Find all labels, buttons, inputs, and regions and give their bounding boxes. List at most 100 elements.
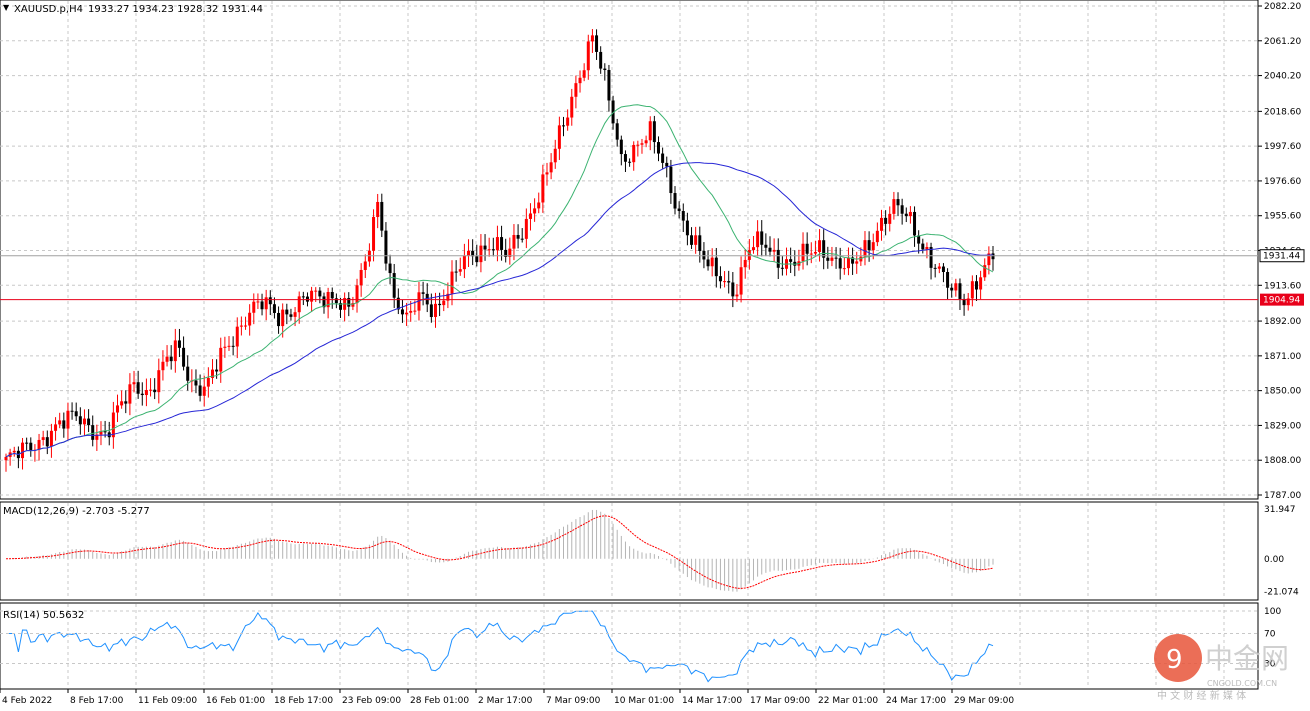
macd-signal-line — [5, 515, 994, 589]
current-price-box: 1931.44 — [1259, 249, 1305, 263]
candle-body — [764, 244, 768, 248]
candle-body — [516, 234, 520, 239]
time-tick-label: 22 Mar 01:00 — [818, 696, 878, 706]
candle-body — [194, 380, 198, 386]
candle-body — [177, 340, 181, 348]
candle-body — [929, 246, 933, 268]
candle-body — [264, 297, 268, 310]
candle-body — [235, 326, 239, 347]
logo-glyph: 9 — [1166, 645, 1183, 675]
candle-body — [380, 201, 384, 231]
candle-body — [533, 208, 537, 214]
candle-body — [169, 356, 173, 362]
candle-body — [392, 273, 396, 298]
candle-body — [479, 245, 483, 263]
macd-title: MACD(12,26,9) -2.703 -5.277 — [3, 506, 150, 517]
rsi-axis: 100 70 30 — [1264, 607, 1281, 670]
candle-body — [512, 234, 516, 249]
time-tick-label: 16 Feb 01:00 — [206, 696, 265, 706]
candle-body — [970, 281, 974, 299]
candle-body — [215, 369, 219, 372]
candle-body — [95, 434, 99, 440]
price-tick-label: 2082.20 — [1264, 2, 1301, 12]
candle-body — [751, 247, 755, 251]
candle-body — [182, 347, 186, 367]
candle-body — [144, 390, 148, 396]
candle-body — [417, 292, 421, 311]
candle-body — [743, 259, 747, 268]
candle-body — [669, 166, 673, 194]
candle-body — [524, 218, 528, 239]
candle-body — [537, 202, 541, 209]
candle-body — [896, 199, 900, 206]
candle-body — [900, 205, 904, 214]
candle-body — [219, 347, 223, 372]
candle-body — [285, 309, 289, 315]
candle-body — [557, 125, 561, 149]
candle-body — [124, 401, 128, 404]
candle-body — [314, 290, 318, 292]
candle-body — [694, 235, 698, 245]
candle-body — [334, 298, 338, 304]
macd-series — [5, 509, 994, 592]
candle-body — [495, 237, 499, 251]
candle-body — [363, 261, 367, 270]
candle-body — [908, 211, 912, 217]
candle-body — [37, 439, 41, 450]
candle-body — [648, 121, 652, 141]
candle-body — [706, 259, 710, 267]
candle-body — [446, 293, 450, 301]
rsi-tick-label: 30 — [1264, 660, 1276, 670]
candle-body — [433, 303, 437, 318]
candle-body — [574, 83, 578, 97]
rsi-tick-label: 100 — [1264, 607, 1281, 617]
candle-body — [339, 303, 343, 310]
time-axis: 4 Feb 2022 8 Feb 17:00 11 Feb 09:00 16 Feb … — [0, 689, 1014, 706]
time-tick-label: 28 Feb 01:00 — [410, 696, 469, 706]
candle-body — [892, 199, 896, 214]
candle-body — [25, 442, 29, 444]
macd-tick-label: 31.947 — [1264, 505, 1296, 515]
candle-body — [656, 142, 660, 154]
symbol-dropdown-icon[interactable]: ▼ — [3, 3, 10, 12]
candle-body — [202, 386, 206, 396]
candle-body — [727, 281, 731, 283]
price-tick-label: 2018.60 — [1264, 107, 1301, 117]
candle-body — [29, 442, 33, 451]
candle-body — [140, 393, 144, 396]
candle-body — [562, 125, 566, 127]
candle-body — [665, 162, 669, 167]
candle-body — [281, 309, 285, 327]
candle-body — [58, 420, 62, 425]
candle-body — [888, 213, 892, 224]
candle-body — [545, 172, 549, 175]
candle-body — [549, 162, 553, 173]
candle-body — [541, 174, 545, 203]
time-tick-label: 10 Mar 01:00 — [614, 696, 674, 706]
candle-body — [450, 271, 454, 294]
candle-body — [491, 249, 495, 251]
candle-body — [590, 35, 594, 42]
candle-body — [206, 377, 210, 387]
candle-body — [413, 310, 417, 312]
candle-body — [851, 257, 855, 264]
time-tick-label: 23 Feb 09:00 — [342, 696, 401, 706]
candle-body — [153, 389, 157, 393]
candle-body — [223, 346, 227, 348]
candle-body — [756, 231, 760, 248]
candle-body — [818, 240, 822, 252]
candle-body — [987, 253, 991, 266]
candle-body — [376, 201, 380, 218]
candle-body — [566, 117, 570, 126]
candle-body — [41, 437, 45, 440]
candle-body — [611, 100, 615, 124]
candle-body — [454, 271, 458, 273]
candle-body — [628, 161, 632, 163]
candle-body — [710, 257, 714, 267]
candle-body — [921, 243, 925, 250]
time-tick-label: 11 Feb 09:00 — [138, 696, 197, 706]
time-tick-label: 24 Mar 17:00 — [886, 696, 946, 706]
candle-body — [652, 121, 656, 143]
candle-body — [12, 450, 16, 453]
macd-tick-label: -21.074 — [1264, 587, 1299, 597]
